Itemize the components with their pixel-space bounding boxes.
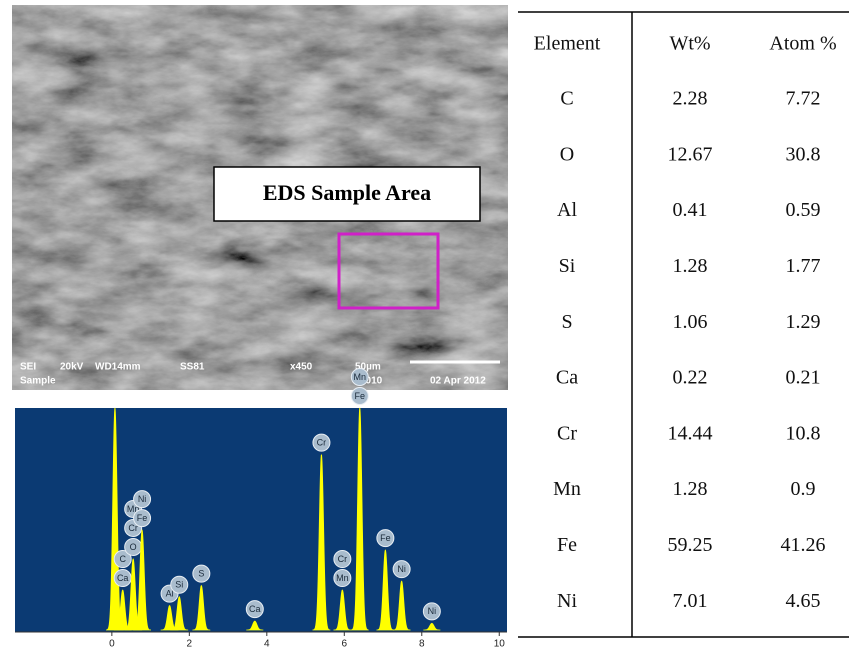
- info-text: 50µm: [355, 362, 381, 373]
- peak: [133, 529, 152, 631]
- peak-label: Ni: [397, 564, 406, 574]
- info-text: SEI: [20, 362, 36, 373]
- table-cell: 0.22: [673, 367, 708, 389]
- table-cell: Cr: [557, 422, 577, 444]
- table-cell: C: [560, 88, 573, 110]
- info-text: WD14mm: [95, 362, 141, 373]
- table-cell: 7.01: [673, 590, 708, 612]
- table-cell: 41.26: [781, 534, 826, 556]
- peak-label-badge: [133, 509, 152, 528]
- info-text: SS81: [180, 362, 205, 373]
- peak-label: Ni: [428, 606, 437, 616]
- peak-label-badge: [133, 490, 152, 509]
- info-text: 20kV: [60, 362, 84, 373]
- plot-background: [15, 408, 507, 632]
- image-label: EDS Sample Area: [263, 180, 431, 205]
- table-cell: Ni: [557, 590, 577, 612]
- label-box: [213, 166, 481, 222]
- peak-label-badge: [245, 600, 264, 619]
- peak-label-badge: [170, 575, 189, 594]
- x-tick-label: 6: [342, 639, 348, 650]
- peak-label: Si: [175, 580, 183, 590]
- peak-label: Mn: [354, 372, 367, 382]
- table-cell: 0.59: [786, 199, 821, 221]
- table-cell: Ca: [556, 367, 578, 389]
- table-cell: 0.41: [673, 199, 708, 221]
- x-tick-label: 10: [494, 639, 506, 650]
- table-cell: 1.77: [786, 255, 821, 277]
- peak-label-badge: [350, 368, 369, 386]
- table-cell: 30.8: [786, 143, 821, 165]
- peak-label: Cr: [338, 554, 348, 564]
- table-cell: O: [560, 143, 574, 165]
- peak: [376, 549, 395, 631]
- table-cell: 4.65: [786, 590, 821, 612]
- table-cell: 12.67: [668, 143, 713, 165]
- peak-label: Ni: [138, 494, 147, 504]
- peak: [246, 620, 264, 631]
- table-header: Atom %: [769, 33, 836, 55]
- peak-label: Fe: [355, 391, 366, 401]
- table-cell: Si: [559, 255, 576, 277]
- table-cell: Mn: [553, 478, 581, 500]
- table-cell: 1.29: [786, 311, 821, 333]
- peak-label: Ca: [249, 604, 261, 614]
- peak-label-badge: [350, 387, 369, 405]
- peak: [170, 596, 189, 631]
- peak-label-badge: [376, 529, 395, 548]
- table-cell: 1.06: [673, 311, 708, 333]
- table-cell: 1.28: [673, 255, 708, 277]
- table-cell: Fe: [557, 534, 577, 556]
- x-tick-label: 4: [264, 639, 270, 650]
- table-cell: 59.25: [668, 534, 713, 556]
- info-text: 02 Apr 2012: [430, 376, 486, 387]
- peak-label: O: [130, 542, 137, 552]
- peak: [333, 589, 352, 631]
- peak: [312, 454, 331, 631]
- table-cell: 0.21: [786, 367, 821, 389]
- table-cell: Al: [557, 199, 577, 221]
- peak-label: Cr: [317, 437, 327, 447]
- peak: [392, 580, 411, 631]
- peak: [192, 585, 211, 631]
- peak-label-badge: [422, 602, 441, 621]
- x-tick-label: 0: [109, 639, 115, 650]
- peak-label: C: [119, 554, 126, 564]
- info-text: x450: [290, 362, 313, 373]
- peak-label-badge: [333, 550, 352, 569]
- peak-label-badge: [113, 550, 132, 569]
- info-text: 0010: [360, 376, 383, 387]
- table-header: Element: [534, 33, 601, 55]
- peak-label-badge: [392, 560, 411, 579]
- table-cell: 10.8: [786, 422, 821, 444]
- table-cell: 14.44: [668, 422, 713, 444]
- peak-label: Ca: [117, 573, 129, 583]
- peak-label: Al: [166, 588, 174, 598]
- info-text: Sample: [20, 376, 56, 387]
- peak-label: Cr: [128, 523, 138, 533]
- peak-label-badge: [333, 569, 352, 588]
- sem-image: EDS Sample Area SEI 20kV WD14mm SS81 x45…: [12, 5, 508, 390]
- table-header: Wt%: [669, 33, 710, 55]
- x-tick-label: 8: [419, 639, 425, 650]
- peak: [423, 622, 441, 631]
- peak-label: Mn: [336, 573, 349, 583]
- x-tick-label: 2: [187, 639, 193, 650]
- table-cell: 7.72: [786, 88, 821, 110]
- peak-label: S: [198, 568, 204, 578]
- peak-label-badge: [312, 433, 331, 452]
- peak-label-badge: [192, 564, 211, 583]
- sample-area-box: [337, 232, 440, 310]
- peak-label: Fe: [137, 513, 148, 523]
- table-cell: 0.9: [791, 478, 816, 500]
- table-cell: S: [561, 311, 572, 333]
- table: Element Wt% Atom % C 2.28 7.72 O 12.67 30.8 Al 0.4…: [518, 11, 849, 638]
- table-cell: 1.28: [673, 478, 708, 500]
- table-cell: 2.28: [673, 88, 708, 110]
- peak: [350, 407, 369, 631]
- peak-label: Fe: [380, 533, 391, 543]
- peak-label: Mn: [127, 504, 140, 514]
